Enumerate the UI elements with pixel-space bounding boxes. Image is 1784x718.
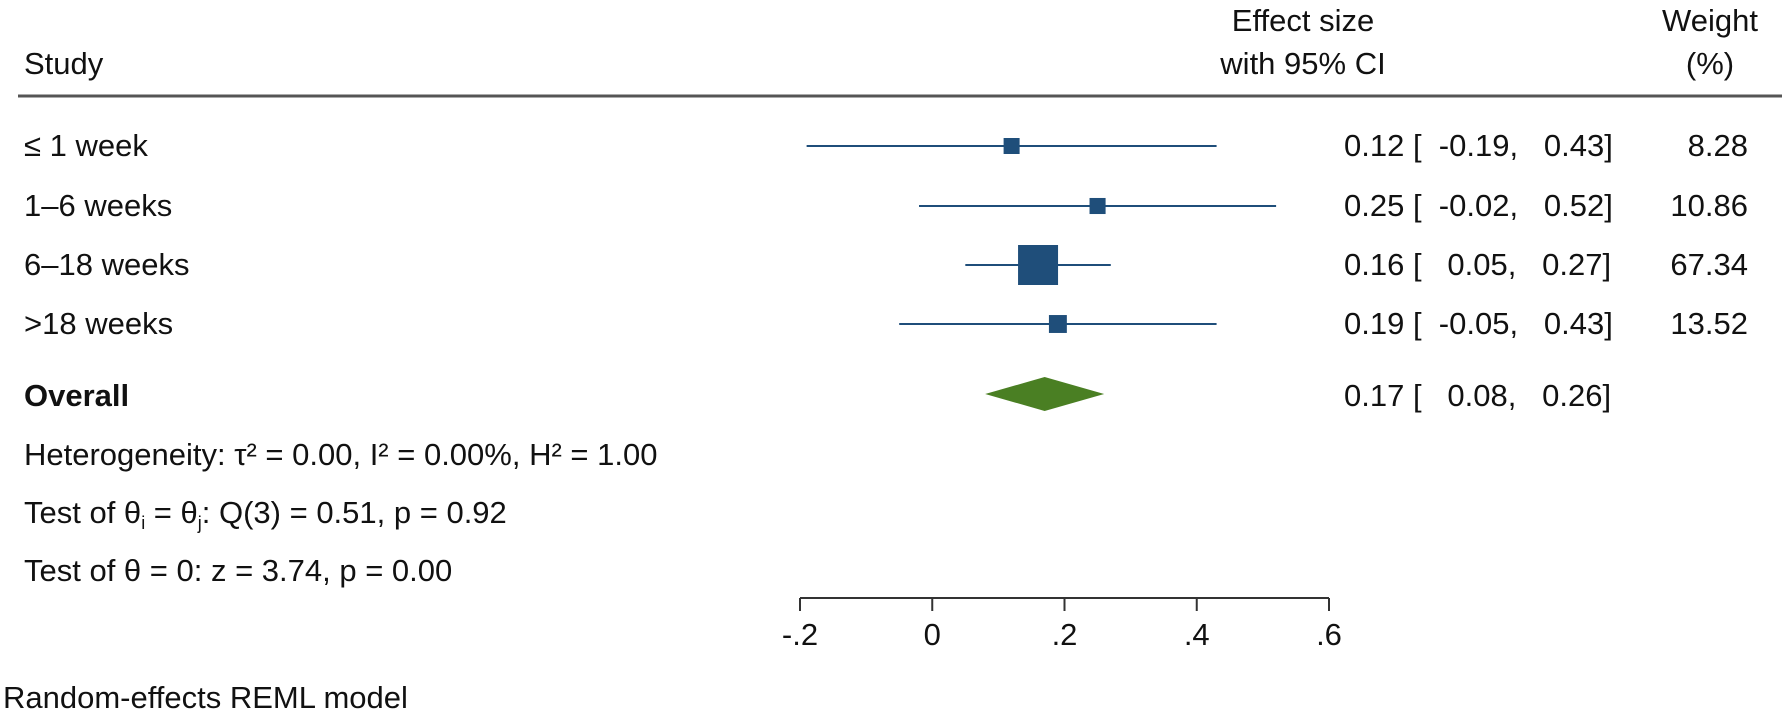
test-theta-i-j: Test of θi = θj: Q(3) = 0.51, p = 0.92 bbox=[24, 495, 507, 533]
overall-diamond bbox=[985, 377, 1105, 411]
test-zero-text: Test of θ = 0: z = 3.74, p = 0.00 bbox=[24, 553, 453, 588]
header-weight-line2: (%) bbox=[1685, 46, 1735, 81]
effect-marker bbox=[1048, 315, 1067, 333]
row-label: >18 weeks bbox=[24, 306, 174, 341]
row-ci-text: 0.12 [ -0.19, 0.43] bbox=[1344, 128, 1613, 163]
header-effect-line1: Effect size bbox=[1231, 3, 1375, 38]
test-sub-j: j bbox=[197, 513, 202, 533]
test-pre: Test of θ bbox=[24, 495, 142, 530]
overall-ci-text: 0.17 [ 0.08, 0.26] bbox=[1344, 378, 1612, 413]
row-ci-text: 0.16 [ 0.05, 0.27] bbox=[1344, 247, 1612, 282]
x-tick-label: 0 bbox=[924, 617, 941, 652]
row-weight: 8.28 bbox=[1687, 128, 1748, 163]
header-effect-line2: with 95% CI bbox=[1220, 46, 1386, 81]
row-weight: 10.86 bbox=[1670, 188, 1748, 223]
test-mid: = θ bbox=[145, 495, 198, 530]
row-weight: 67.34 bbox=[1670, 247, 1748, 282]
effect-marker bbox=[1089, 197, 1106, 215]
overall-label: Overall bbox=[24, 378, 130, 413]
x-tick-label: .4 bbox=[1184, 617, 1210, 652]
header-weight-line1: Weight bbox=[1662, 3, 1758, 38]
heterogeneity-text: Heterogeneity: τ² = 0.00, I² = 0.00%, H²… bbox=[24, 437, 658, 472]
x-tick-label: .2 bbox=[1052, 617, 1078, 652]
x-tick-label: -.2 bbox=[782, 617, 818, 652]
row-label: 6–18 weeks bbox=[24, 247, 190, 282]
row-ci-text: 0.25 [ -0.02, 0.52] bbox=[1344, 188, 1613, 223]
footnote: Random-effects REML model bbox=[3, 680, 408, 715]
row-label: 1–6 weeks bbox=[24, 188, 173, 223]
row-ci-text: 0.19 [ -0.05, 0.43] bbox=[1344, 306, 1613, 341]
row-label: ≤ 1 week bbox=[24, 128, 148, 163]
effect-marker bbox=[1018, 245, 1059, 285]
header-study: Study bbox=[24, 46, 104, 81]
test-sub-i: i bbox=[141, 513, 146, 533]
effect-marker bbox=[1003, 138, 1020, 154]
test-post: : Q(3) = 0.51, p = 0.92 bbox=[201, 495, 507, 530]
row-weight: 13.52 bbox=[1670, 306, 1748, 341]
x-tick-label: .6 bbox=[1316, 617, 1342, 652]
